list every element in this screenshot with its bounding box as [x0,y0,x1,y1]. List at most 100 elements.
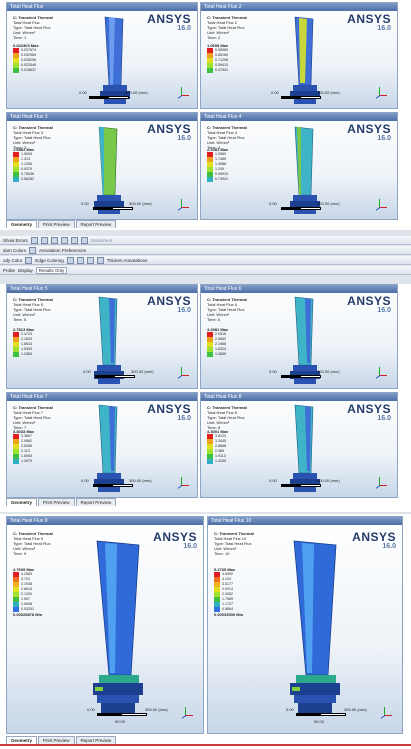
probe-button[interactable]: Probe [3,267,16,273]
tool-icon[interactable] [60,236,68,244]
viewport-title: Total Heat Flux 8 [201,393,397,401]
viewport-panel-3[interactable]: Total Heat Flux 3 C: Transient Thermal To… [6,112,198,220]
viewport-title: Total Heat Flux 3 [7,113,197,121]
scale-bar [93,207,133,210]
tab-report-preview[interactable]: Report Preview [75,498,117,506]
ansys-logo: ANSYS 16.0 [347,402,391,422]
viewport-panel-6[interactable]: Total Heat Flux 6 C: Transient Thermal To… [200,284,398,389]
tab-geometry[interactable]: Geometry [6,220,38,228]
edge-coloring-button[interactable]: Edge Coloring [35,257,64,263]
tool-icon[interactable] [80,236,88,244]
scale-right: 300.00 (mm) [131,369,154,374]
tool-icon[interactable] [70,236,78,244]
tab-report-preview[interactable]: Report Preview [75,220,117,228]
tool-icon[interactable] [96,256,104,264]
viewport-panel-4[interactable]: Total Heat Flux 4 C: Transient Thermal To… [200,112,398,220]
turbine-blade-model [290,540,340,713]
viewport-panel-1[interactable]: Total Heat Flux C: Transient Thermal Tota… [6,2,198,109]
tab-print-preview[interactable]: Print Preview [38,220,75,228]
result-info: C: Transient Thermal Total Heat Flux 4 Typ… [207,125,247,150]
axis-triad-icon [175,199,189,213]
tab-report-preview[interactable]: Report Preview [75,736,117,744]
tab-print-preview[interactable]: Print Preview [38,498,75,506]
axis-triad-icon [373,87,387,101]
scale-bar [93,484,133,487]
scale-bar [281,375,321,378]
legend-max: 2.7813 Max [13,327,35,332]
ansys-logo: ANSYS 16.0 [347,294,391,314]
viewport-title: Total Heat Flux 7 [7,393,197,401]
scale-mid: 50.00 [314,719,325,724]
viewport-panel-5[interactable]: Total Heat Flux 5 C: Transient Thermal To… [6,284,198,389]
tool-icon[interactable] [76,256,84,264]
edge-coloring-icon [25,256,33,264]
legend-max: 1.6881 Max [13,147,35,152]
scale-right: 300.00 (mm) [317,201,340,206]
tab-geometry[interactable]: Geometry [6,736,38,744]
turbine-blade-model [94,404,124,492]
viewport-panel-8[interactable]: Total Heat Flux 8 C: Transient Thermal To… [200,392,398,498]
viewport-title: Total Heat Flux 5 [7,285,197,293]
legend-max: 2.2481 Max [207,147,229,152]
tool-icon[interactable] [40,236,48,244]
legend-min: 0.00025878 Min [13,612,43,617]
axis-triad-icon [175,87,189,101]
display-select[interactable]: Results Only [35,266,68,274]
tool-icon[interactable] [86,256,94,264]
color-legend: 3.2981 Max 2.9316 2.5652 2.1988 1.8324 1… [207,327,229,357]
turbine-blade-model [290,404,320,492]
worksheet-button[interactable]: Worksheet [90,237,113,243]
viewport-title: Total Heat Flux 6 [201,285,397,293]
viewport-title: Total Heat Flux 9 [7,517,203,525]
viewport-panel-10[interactable]: Total Heat Flux 10 C: Transient Thermal T… [207,516,403,734]
axis-triad-icon [175,477,189,491]
viewport-panel-2[interactable]: Total Heat Flux 2 C: Transient Thermal To… [200,2,398,109]
legend-max: 1.0695 Max [207,43,229,48]
scale-right: 300.00 (mm) [317,478,340,483]
ansys-logo: ANSYS 16.0 [147,122,191,142]
result-info: C: Transient Thermal Total Heat Flux 9 Typ… [13,531,53,556]
legend-max: 3.2981 Max [207,327,229,332]
color-legend: 1.0695 Max 0.95969 0.85189 0.71296 0.594… [207,43,229,73]
tab-print-preview[interactable]: Print Preview [38,736,75,744]
scale-left: 0.00 [269,478,277,483]
thicken-annotations-button[interactable]: Thicken Annotations [106,257,148,263]
axis-triad-icon [373,367,387,381]
annotation-preferences-button[interactable]: Annotation Preferences [39,247,87,253]
viewport-title: Total Heat Flux 10 [208,517,402,525]
viewport-title: Total Heat Flux 4 [201,113,397,121]
toolbar-row-3: ody Color Edge Coloring Thicken Annotati… [0,256,411,265]
viewport-panel-9[interactable]: Total Heat Flux 9 C: Transient Thermal To… [6,516,204,734]
axis-triad-icon [373,199,387,213]
viewport-title: Total Heat Flux 2 [201,3,397,11]
scale-bar [281,96,321,99]
result-info: C: Transient Thermal Total Heat Flux 5 Typ… [13,297,53,322]
color-legend: 4.7605 Max 4.2583 3.724 3.1938 2.6615 2.… [13,567,43,617]
result-info: C: Transient Thermal Total Heat Flux 10 Ty… [214,531,254,556]
tab-geometry[interactable]: Geometry [6,498,38,506]
scale-right: 300.00 (mm) [129,478,152,483]
scale-bar [296,713,346,716]
random-colors-button[interactable]: dom Colors [3,247,27,253]
result-info: C: Transient Thermal Total Heat Flux 2 Typ… [207,15,247,40]
tool-icon[interactable] [66,256,74,264]
scale-left: 0.00 [269,201,277,206]
axis-triad-icon [179,707,193,721]
toolbar-row-2: dom Colors Annotation Preferences [0,246,411,255]
scale-bar [89,96,129,99]
results-section-top: Total Heat Flux C: Transient Thermal Tota… [0,0,411,230]
turbine-blade-model [93,540,143,713]
annotation-icon [29,246,37,254]
tool-icon[interactable] [50,236,58,244]
legend-max: 4.3001 Max [207,429,229,434]
turbine-blade-model [290,126,320,214]
viewport-panel-7[interactable]: Total Heat Flux 7 C: Transient Thermal To… [6,392,198,498]
show-errors-button[interactable]: Show Errors [3,237,28,243]
tool-icon[interactable] [30,236,38,244]
body-color-button[interactable]: ody Color [3,257,23,263]
bottom-tabs: Geometry Print Preview Report Preview [6,498,117,506]
legend-max: 4.7605 Max [13,567,35,572]
scale-left: 0.00 [286,707,294,712]
scale-left: 0.00 [79,90,87,95]
scale-left: 0.00 [271,90,279,95]
